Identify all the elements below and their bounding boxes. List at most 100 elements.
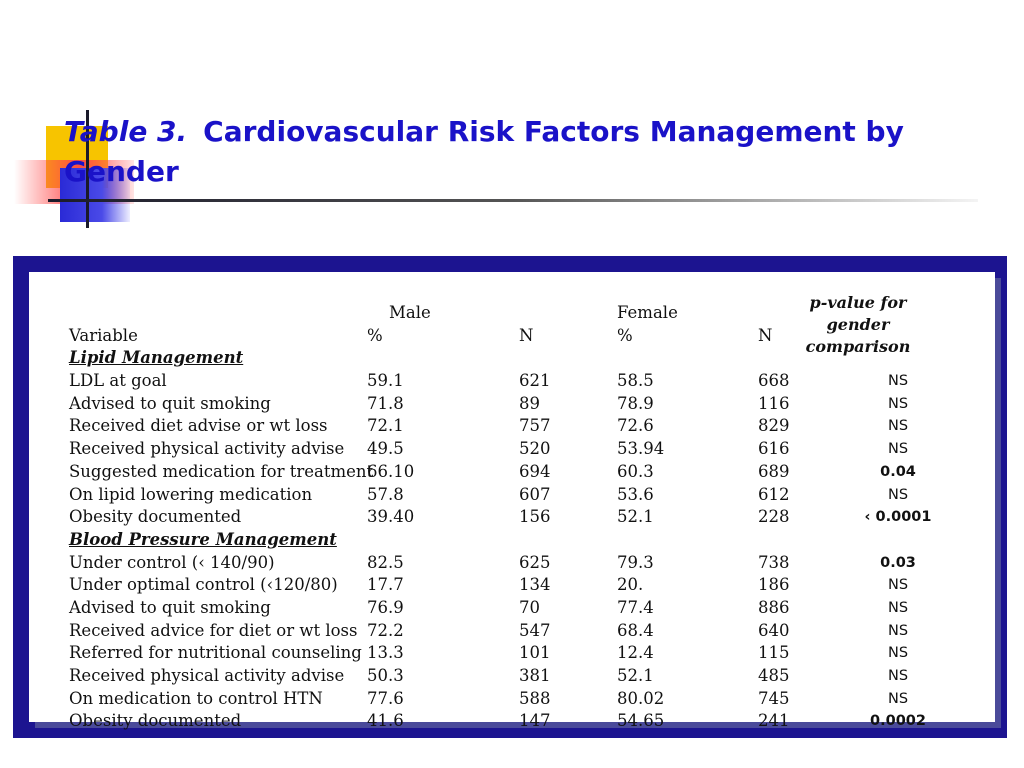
male-percent-cell: 17.7 bbox=[367, 575, 404, 595]
female-n-header: N bbox=[758, 325, 773, 345]
pvalue-cell: NS bbox=[887, 486, 909, 503]
variable-cell: Advised to quit smoking bbox=[69, 597, 271, 617]
slide-title-text: Cardiovascular Risk Factors Management b… bbox=[64, 115, 904, 188]
male-percent-cell: 50.3 bbox=[367, 666, 404, 685]
female-n-cell: 116 bbox=[758, 393, 790, 413]
male-n-cell: 694 bbox=[519, 461, 551, 481]
variable-cell: Obesity documented bbox=[69, 507, 242, 527]
section-title: Blood Pressure Management bbox=[69, 529, 337, 549]
male-n-cell: 520 bbox=[519, 439, 551, 459]
female-n-cell: 616 bbox=[758, 439, 790, 459]
male-percent-cell: 72.2 bbox=[367, 620, 404, 640]
female-percent-cell: 53.94 bbox=[617, 439, 665, 459]
variable-cell: Received physical activity advise bbox=[69, 666, 345, 685]
variable-cell: Referred for nutritional counseling bbox=[69, 643, 362, 663]
variable-cell: Under control (‹ 140/90) bbox=[69, 552, 275, 572]
female-n-cell: 689 bbox=[758, 461, 790, 481]
female-percent-cell: 79.3 bbox=[617, 552, 654, 572]
female-n-cell: 228 bbox=[758, 507, 790, 527]
female-group-header: Female bbox=[617, 303, 678, 322]
decorative-horizontal-rule bbox=[48, 199, 978, 202]
male-n-cell: 588 bbox=[519, 688, 551, 708]
female-n-cell: 886 bbox=[758, 597, 790, 617]
male-percent-header: % bbox=[367, 325, 383, 345]
pvalue-cell: NS bbox=[887, 690, 909, 707]
male-percent-cell: 71.8 bbox=[367, 393, 404, 413]
variable-cell: Received physical activity advise bbox=[69, 439, 345, 459]
female-percent-cell: 20. bbox=[617, 575, 644, 595]
male-n-cell: 70 bbox=[519, 597, 540, 617]
female-n-cell: 640 bbox=[758, 620, 790, 640]
pvalue-cell: NS bbox=[887, 441, 909, 458]
female-n-cell: 829 bbox=[758, 416, 790, 436]
variable-cell: On medication to control HTN bbox=[69, 688, 323, 708]
variable-cell: LDL at goal bbox=[69, 371, 167, 391]
slide-title: Table 3. Cardiovascular Risk Factors Mana… bbox=[64, 112, 964, 192]
female-n-cell: 241 bbox=[758, 711, 790, 731]
variable-cell: Received advice for diet or wt loss bbox=[69, 620, 358, 640]
variable-cell: Received diet advise or wt loss bbox=[69, 416, 328, 436]
pvalue-column-header: p-value for gender comparison bbox=[805, 293, 911, 356]
female-percent-cell: 77.4 bbox=[617, 597, 654, 617]
male-percent-cell: 76.9 bbox=[367, 597, 404, 617]
table-number-label: Table 3. bbox=[64, 115, 188, 148]
male-percent-cell: 57.8 bbox=[367, 484, 404, 504]
pvalue-cell: 0.0002 bbox=[870, 713, 926, 730]
female-n-cell: 186 bbox=[758, 575, 790, 595]
male-percent-cell: 49.5 bbox=[367, 439, 404, 459]
male-n-cell: 625 bbox=[519, 552, 551, 572]
male-group-header: Male bbox=[389, 303, 431, 322]
female-percent-cell: 54.65 bbox=[617, 711, 665, 731]
female-percent-cell: 68.4 bbox=[617, 620, 654, 640]
variable-cell: Suggested medication for treatment bbox=[69, 461, 374, 481]
variable-cell: Advised to quit smoking bbox=[69, 393, 271, 413]
pvalue-cell: ‹ 0.0001 bbox=[864, 509, 932, 526]
pvalue-cell: NS bbox=[887, 622, 909, 639]
male-percent-cell: 66.10 bbox=[367, 461, 415, 481]
male-percent-cell: 82.5 bbox=[367, 552, 404, 572]
female-percent-cell: 60.3 bbox=[617, 461, 654, 481]
female-n-cell: 738 bbox=[758, 552, 790, 572]
female-n-cell: 115 bbox=[758, 643, 790, 663]
pvalue-cell: NS bbox=[887, 668, 909, 684]
variable-cell: Under optimal control (‹120/80) bbox=[69, 575, 338, 595]
pvalue-cell: NS bbox=[887, 577, 909, 594]
male-n-cell: 607 bbox=[519, 484, 551, 504]
variable-cell: Obesity documented bbox=[69, 711, 242, 731]
male-percent-cell: 13.3 bbox=[367, 643, 404, 663]
male-n-cell: 621 bbox=[519, 371, 551, 391]
table-panel: p-value for gender comparison Male Femal… bbox=[29, 272, 995, 730]
male-n-cell: 156 bbox=[519, 507, 551, 527]
male-percent-cell: 41.6 bbox=[367, 711, 404, 731]
pvalue-cell: 0.04 bbox=[880, 463, 916, 480]
pvalue-cell: NS bbox=[887, 418, 909, 435]
male-n-cell: 147 bbox=[519, 711, 551, 731]
female-percent-header: % bbox=[617, 325, 633, 345]
decorative-blue-block bbox=[60, 168, 130, 222]
male-n-cell: 89 bbox=[519, 393, 540, 413]
decorative-vertical-line bbox=[86, 110, 89, 228]
male-percent-cell: 72.1 bbox=[367, 416, 404, 436]
female-percent-cell: 12.4 bbox=[617, 643, 654, 663]
pvalue-cell: NS bbox=[887, 645, 909, 662]
female-percent-cell: 78.9 bbox=[617, 393, 654, 413]
variable-cell: On lipid lowering medication bbox=[69, 484, 313, 504]
male-n-cell: 381 bbox=[519, 666, 551, 685]
male-percent-cell: 59.1 bbox=[367, 371, 404, 391]
male-n-cell: 757 bbox=[519, 416, 551, 436]
female-percent-cell: 52.1 bbox=[617, 666, 654, 685]
female-n-cell: 745 bbox=[758, 688, 790, 708]
female-n-cell: 612 bbox=[758, 484, 790, 504]
male-n-cell: 547 bbox=[519, 620, 551, 640]
female-percent-cell: 52.1 bbox=[617, 507, 654, 527]
pvalue-cell: 0.03 bbox=[880, 554, 916, 571]
male-n-cell: 134 bbox=[519, 575, 551, 595]
female-percent-cell: 58.5 bbox=[617, 371, 654, 391]
male-percent-cell: 77.6 bbox=[367, 688, 404, 708]
female-percent-cell: 80.02 bbox=[617, 688, 665, 708]
male-n-header: N bbox=[519, 325, 534, 345]
male-n-cell: 101 bbox=[519, 643, 551, 663]
female-n-cell: 668 bbox=[758, 371, 790, 391]
male-percent-cell: 39.40 bbox=[367, 507, 415, 527]
female-percent-cell: 53.6 bbox=[617, 484, 654, 504]
